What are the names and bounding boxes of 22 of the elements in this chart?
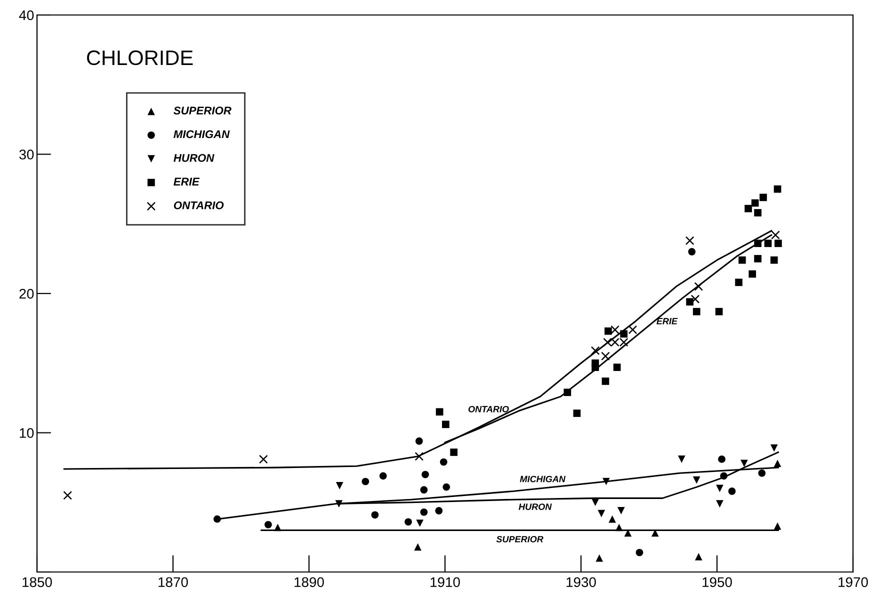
legend-label: HURON <box>174 154 214 162</box>
legend-label: SUPERIOR <box>174 106 232 114</box>
x-tick-label: 1890 <box>294 577 324 588</box>
legend-label: ONTARIO <box>174 201 224 210</box>
x-tick-label: 1850 <box>22 577 52 588</box>
y-tick-label: 20 <box>19 288 34 299</box>
y-tick-label: 10 <box>20 428 34 438</box>
x-tick-label: 1930 <box>566 577 596 588</box>
x-tick-label: 1870 <box>158 577 188 588</box>
series-label: ONTARIO <box>468 406 509 412</box>
series-label: MICHIGAN <box>520 476 566 482</box>
series-label: HURON <box>518 504 552 510</box>
series-label: SUPERIOR <box>496 536 544 542</box>
x-tick-label: 1970 <box>838 577 868 588</box>
x-tick-label: 1950 <box>702 577 732 588</box>
y-tick-label: 30 <box>19 150 34 160</box>
legend-label: MICHIGAN <box>174 130 230 138</box>
y-tick-label: 40 <box>19 10 34 20</box>
legend-label: ERIE <box>174 178 200 186</box>
text: CHLORIDE <box>87 50 193 66</box>
series-label: ERIE <box>656 318 678 324</box>
x-tick-label: 1910 <box>430 577 460 588</box>
